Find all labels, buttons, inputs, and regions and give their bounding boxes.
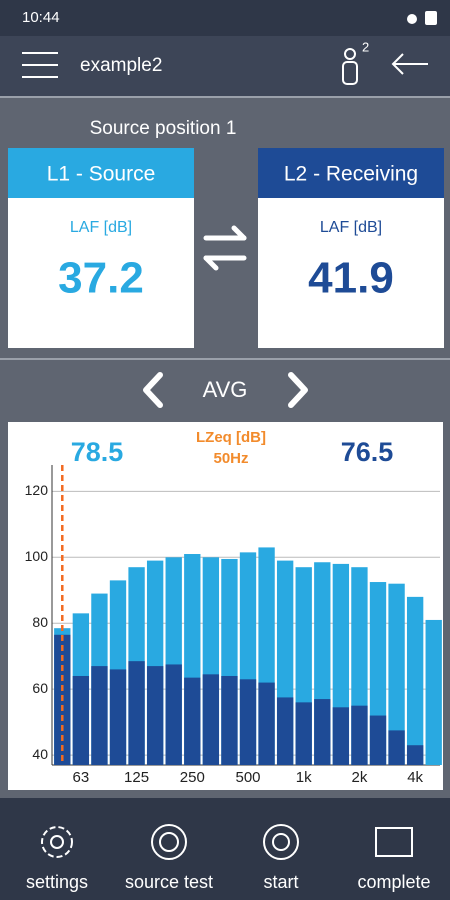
y-tick-label: 40 [32,746,48,762]
x-tick-label: 2k [352,769,368,786]
swap-button[interactable] [203,225,247,271]
prev-button[interactable] [143,372,163,408]
nav-label: source test [125,872,213,892]
menu-button[interactable] [22,52,58,78]
cursor-value-l1: 78.5 [71,437,124,467]
nav-start[interactable]: start [263,824,299,892]
bar [91,666,108,765]
x-tick-label: 500 [235,769,260,786]
bar [128,661,145,765]
card-value: 37.2 [58,254,144,303]
bar [406,596,424,765]
bar [425,619,442,765]
back-button[interactable] [391,53,428,75]
app-bar [0,36,450,96]
card-value: 41.9 [308,254,394,303]
x-tick-label: 125 [124,769,149,786]
nav-label: settings [26,872,88,892]
next-button[interactable] [288,372,308,408]
plot: 40 60 80 100 120 63 125 250 500 1k 2k 4k [25,465,442,786]
bar [332,707,350,765]
nav-label: start [263,872,298,892]
y-tick-label: 60 [32,680,48,696]
card-title: L1 - Source [47,163,156,186]
y-tick-label: 100 [25,548,49,564]
x-tick-label: 250 [180,769,205,786]
divider [0,358,450,360]
bar [388,730,405,765]
cursor-quantity: LZeq [dB] [196,429,266,446]
cursor-band: 50Hz [213,450,248,467]
nav-settings[interactable]: settings [26,826,88,892]
wifi-icon [407,14,417,24]
bar [295,702,312,765]
y-tick-label: 120 [25,482,49,498]
app-title: example2 [80,55,162,76]
card-unit: LAF [dB] [320,219,382,236]
bar [406,745,424,765]
bar [146,666,164,765]
mode-label: AVG [203,377,248,402]
bar [239,679,257,765]
bar [351,705,368,765]
device-icon[interactable] [342,48,358,85]
bar [184,677,201,765]
bar [388,583,405,765]
device-badge: 2 [362,39,369,54]
battery-icon [425,11,437,25]
bar [109,669,127,765]
x-tick-label: 1k [296,769,312,786]
nav-label: complete [357,872,430,892]
status-bar [0,0,450,36]
bar [276,697,294,765]
nav-complete[interactable]: complete [357,827,431,892]
bar [314,699,331,765]
card-title: L2 - Receiving [284,163,418,186]
nav-source-test[interactable]: source test [125,824,213,892]
y-tick-label: 80 [32,614,48,630]
divider [0,96,450,98]
cursor-value-l2: 76.5 [341,437,394,467]
position-label: Source position 1 [90,118,237,139]
bar [221,675,238,765]
card-l1[interactable]: L1 - Source LAF [dB] 37.2 [8,148,194,348]
card-l2[interactable]: L2 - Receiving LAF [dB] 41.9 [258,148,444,348]
card-unit: LAF [dB] [70,219,132,236]
bar [258,682,275,765]
x-tick-label: 4k [407,769,423,786]
bar [165,664,182,765]
bar [202,674,220,765]
bar [72,675,90,765]
x-tick-label: 63 [73,769,90,786]
bar [369,715,387,765]
status-time: 10:44 [22,9,60,26]
